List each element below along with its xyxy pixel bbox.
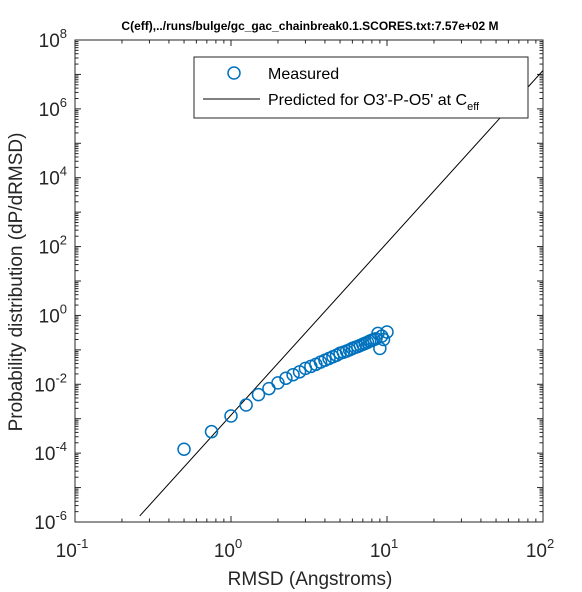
x-tick-label-exp: 2 [547, 536, 554, 551]
legend-label-predicted: Predicted for O3'-P-O5' at Ceff [268, 92, 480, 113]
y-tick-label-exp: 0 [60, 301, 67, 316]
x-tick-label-base: 10 [370, 541, 391, 562]
y-tick-label-exp: 6 [60, 95, 67, 110]
y-tick-label-base: 10 [39, 238, 60, 259]
measured-point [251, 387, 266, 402]
x-tick-label: 10-1 [56, 536, 89, 562]
x-tick-label-exp: 0 [235, 536, 242, 551]
y-tick-label: 108 [39, 26, 67, 52]
y-tick-label: 10-4 [34, 439, 67, 465]
measured-point [204, 424, 219, 439]
y-tick-label-exp: 8 [60, 26, 67, 41]
y-tick-label-base: 10 [39, 31, 60, 52]
y-tick-label-base: 10 [39, 100, 60, 121]
y-tick-label-base: 10 [39, 169, 60, 190]
y-tick-label-exp: -4 [55, 439, 67, 454]
x-tick-label-base: 10 [56, 541, 77, 562]
measured-point [224, 409, 238, 423]
y-tick-label-base: 10 [34, 513, 55, 534]
predicted-line-layer [139, 70, 543, 517]
y-tick-label: 106 [39, 95, 67, 121]
y-tick-label-exp: 2 [60, 233, 67, 248]
x-tick-label-exp: 1 [391, 536, 398, 551]
y-tick-label-base: 10 [34, 375, 55, 396]
measured-point [380, 325, 394, 339]
measured-point [286, 367, 300, 382]
measured-point [376, 332, 391, 347]
y-tick-label-exp: 4 [60, 164, 67, 179]
measured-points-layer [177, 325, 394, 456]
x-tick-label: 102 [526, 536, 554, 562]
plot-title: C(eff),../runs/bulge/gc_gac_chainbreak0.… [121, 19, 498, 33]
legend-label-measured: Measured [268, 66, 339, 83]
legend-box [193, 56, 529, 119]
measured-point [271, 376, 285, 390]
legend-marker-measured [227, 66, 241, 80]
legend-label-predicted-main: Predicted for O3'-P-O5' at C [268, 92, 467, 109]
predicted-line [139, 70, 543, 517]
x-tick-label-exp: -1 [77, 536, 89, 551]
measured-point [177, 442, 191, 456]
measured-point [279, 371, 293, 385]
y-tick-label: 100 [39, 301, 67, 327]
axes-box [74, 39, 544, 523]
x-tick-labels: 10-1 100 101 102 [56, 536, 555, 562]
y-tick-label-exp: -6 [55, 508, 67, 523]
x-tick-label-base: 10 [214, 541, 235, 562]
y-tick-label-base: 10 [34, 444, 55, 465]
y-tick-label: 104 [39, 164, 67, 190]
measured-point [239, 398, 253, 412]
legend: Measured Predicted for O3'-P-O5' at Ceff [193, 56, 529, 119]
x-tick-label: 100 [214, 536, 242, 562]
y-tick-label: 10-6 [34, 508, 67, 534]
legend-label-predicted-subscript: eff [467, 101, 480, 113]
y-tick-label: 10-2 [34, 370, 67, 396]
x-axis-title: RMSD (Angstroms) [228, 569, 393, 590]
y-tick-label: 102 [39, 233, 67, 259]
ticks [74, 39, 544, 523]
y-tick-label-base: 10 [39, 306, 60, 327]
x-tick-label: 101 [370, 536, 398, 562]
y-tick-label-exp: -2 [55, 370, 67, 385]
x-tick-label-base: 10 [526, 541, 547, 562]
y-axis-title: Probability distribution (dP/dRMSD) [6, 133, 27, 432]
